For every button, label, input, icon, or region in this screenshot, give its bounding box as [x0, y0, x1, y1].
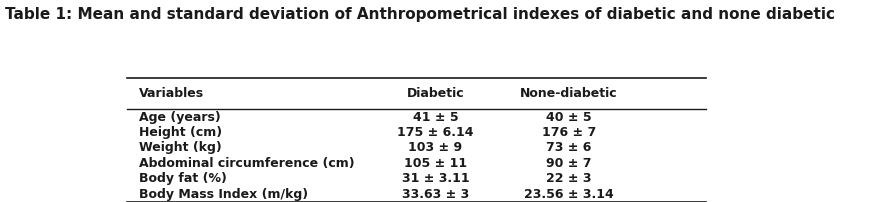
Text: 105 ± 11: 105 ± 11 — [404, 157, 467, 170]
Text: 103 ± 9: 103 ± 9 — [408, 141, 462, 154]
Text: 23.56 ± 3.14: 23.56 ± 3.14 — [524, 188, 613, 201]
Text: Body Mass Index (m/kg): Body Mass Index (m/kg) — [139, 188, 308, 201]
Text: 41 ± 5: 41 ± 5 — [412, 110, 458, 123]
Text: 22 ± 3: 22 ± 3 — [546, 172, 591, 185]
Text: 33.63 ± 3: 33.63 ± 3 — [402, 188, 469, 201]
Text: Diabetic: Diabetic — [406, 87, 464, 100]
Text: 175 ± 6.14: 175 ± 6.14 — [397, 126, 474, 139]
Text: 31 ± 3.11: 31 ± 3.11 — [402, 172, 469, 185]
Text: 90 ± 7: 90 ± 7 — [546, 157, 591, 170]
Text: 73 ± 6: 73 ± 6 — [546, 141, 591, 154]
Text: 176 ± 7: 176 ± 7 — [541, 126, 596, 139]
Text: Variables: Variables — [139, 87, 204, 100]
Text: Body fat (%): Body fat (%) — [139, 172, 227, 185]
Text: None-diabetic: None-diabetic — [520, 87, 618, 100]
Text: 40 ± 5: 40 ± 5 — [546, 110, 592, 123]
Text: Weight (kg): Weight (kg) — [139, 141, 221, 154]
Text: Age (years): Age (years) — [139, 110, 220, 123]
Text: Table 1: Mean and standard deviation of Anthropometrical indexes of diabetic and: Table 1: Mean and standard deviation of … — [5, 7, 835, 22]
Text: Height (cm): Height (cm) — [139, 126, 221, 139]
Text: Abdominal circumference (cm): Abdominal circumference (cm) — [139, 157, 354, 170]
